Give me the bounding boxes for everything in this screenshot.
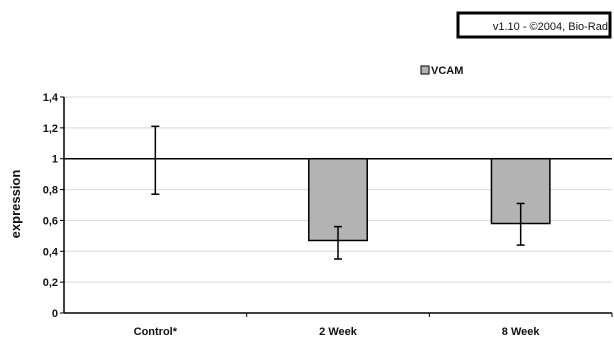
version-box bbox=[456, 11, 612, 39]
x-tick-label: 2 Week bbox=[319, 326, 358, 338]
legend-label: VCAM bbox=[431, 65, 463, 77]
y-tick-label: 0,4 bbox=[43, 246, 59, 258]
x-tick-label: Control* bbox=[134, 326, 178, 338]
y-axis-label: expression bbox=[8, 170, 23, 239]
y-tick-label: 0,2 bbox=[43, 277, 58, 289]
y-tick-label: 0 bbox=[52, 308, 58, 320]
y-tick-label: 1,4 bbox=[43, 92, 59, 104]
x-tick-label: 8 Week bbox=[502, 326, 541, 338]
legend-swatch bbox=[420, 65, 430, 75]
y-tick-label: 1 bbox=[52, 154, 58, 166]
y-tick-label: 0,6 bbox=[43, 215, 58, 227]
y-tick-label: 1,2 bbox=[43, 123, 58, 135]
y-tick-label: 0,8 bbox=[43, 185, 58, 197]
version-text: v1.10 - ©2004, Bio-Rad bbox=[493, 21, 608, 33]
